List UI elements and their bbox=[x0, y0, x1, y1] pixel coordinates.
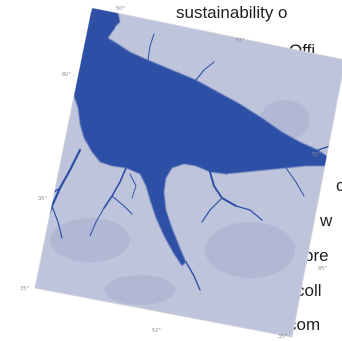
text-line-5: pre bbox=[304, 246, 329, 265]
tick-label: 35° bbox=[38, 196, 47, 202]
tick-label: 35° bbox=[278, 334, 287, 340]
tick-label: 52° bbox=[152, 328, 161, 334]
text-line-1: sustainability o bbox=[176, 3, 288, 22]
map-tick-labels: 50° 55° 80° 35° 35° 55° 85° 52° 35° bbox=[20, 6, 327, 340]
tick-label: 85° bbox=[318, 266, 327, 272]
text-line-6: coll bbox=[296, 281, 322, 300]
land-patches bbox=[50, 100, 310, 305]
tick-label: 55° bbox=[236, 38, 245, 44]
text-line-7: com bbox=[288, 315, 321, 334]
text-line-3: c bbox=[336, 176, 342, 195]
tick-label: 80° bbox=[62, 72, 71, 78]
reservoir-water bbox=[60, 10, 330, 266]
tick-label: 50° bbox=[116, 6, 125, 12]
tick-label: 55° bbox=[312, 152, 321, 158]
reservoir-north-arm bbox=[92, 8, 120, 34]
tick-label: 35° bbox=[20, 286, 29, 292]
text-line-4: w bbox=[320, 211, 333, 230]
